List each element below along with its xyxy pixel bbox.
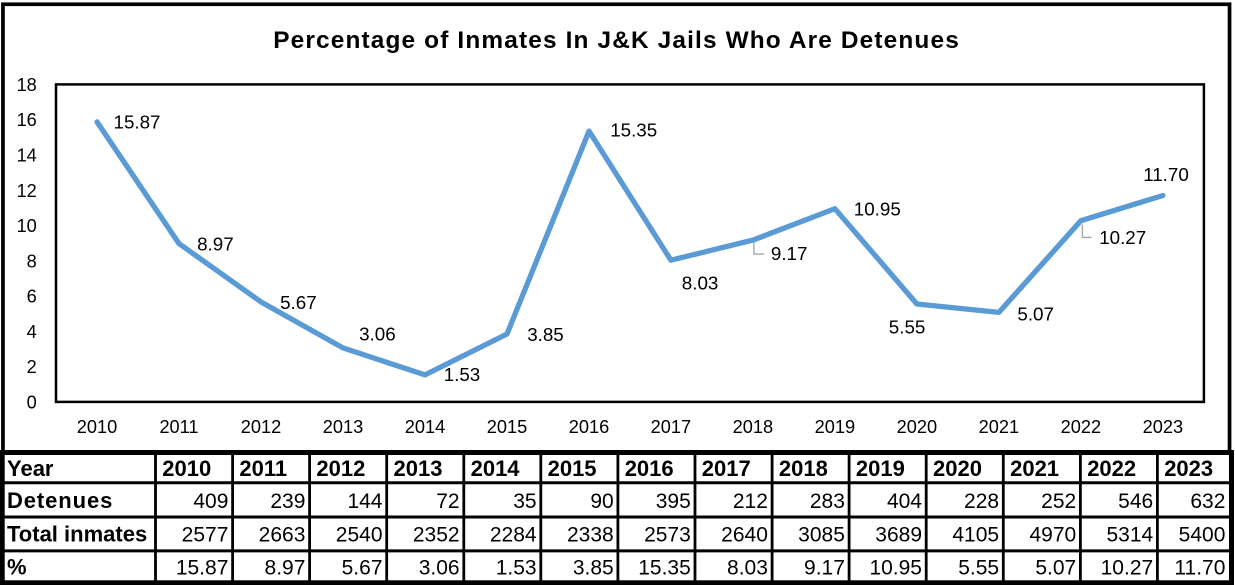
svg-text:228: 228 xyxy=(964,490,999,513)
svg-text:2019: 2019 xyxy=(815,417,855,437)
svg-text:395: 395 xyxy=(656,490,691,513)
svg-text:8.97: 8.97 xyxy=(197,234,234,255)
svg-text:2019: 2019 xyxy=(856,456,905,481)
svg-text:2663: 2663 xyxy=(259,523,306,546)
svg-text:2017: 2017 xyxy=(702,456,751,481)
svg-text:8.97: 8.97 xyxy=(265,556,306,579)
svg-text:3.85: 3.85 xyxy=(573,556,614,579)
svg-text:8.03: 8.03 xyxy=(682,272,719,293)
svg-text:16: 16 xyxy=(17,110,37,130)
svg-text:3.06: 3.06 xyxy=(359,324,396,345)
svg-text:2023: 2023 xyxy=(1143,417,1183,437)
svg-text:2011: 2011 xyxy=(239,456,287,481)
svg-text:2022: 2022 xyxy=(1087,456,1136,481)
svg-text:2016: 2016 xyxy=(625,456,674,481)
svg-text:2338: 2338 xyxy=(567,523,614,546)
svg-text:14: 14 xyxy=(17,146,37,166)
svg-text:10: 10 xyxy=(17,216,37,236)
svg-text:11.70: 11.70 xyxy=(1143,164,1189,185)
svg-text:Percentage of Inmates In J&K J: Percentage of Inmates In J&K Jails Who A… xyxy=(273,27,960,54)
svg-text:2540: 2540 xyxy=(336,523,383,546)
svg-text:15.35: 15.35 xyxy=(638,556,691,579)
svg-text:Detenues: Detenues xyxy=(7,488,113,513)
svg-text:6: 6 xyxy=(27,287,37,307)
svg-text:252: 252 xyxy=(1041,490,1076,513)
svg-text:2020: 2020 xyxy=(897,417,937,437)
svg-text:2014: 2014 xyxy=(471,456,521,481)
svg-text:2018: 2018 xyxy=(779,456,828,481)
svg-text:8.03: 8.03 xyxy=(727,556,768,579)
svg-text:2020: 2020 xyxy=(933,456,982,481)
svg-text:8: 8 xyxy=(27,251,37,271)
svg-text:283: 283 xyxy=(810,490,845,513)
svg-text:2017: 2017 xyxy=(651,417,691,437)
svg-text:212: 212 xyxy=(733,490,768,513)
svg-text:2: 2 xyxy=(27,357,37,377)
svg-text:9.17: 9.17 xyxy=(771,243,808,264)
svg-text:3.06: 3.06 xyxy=(419,556,460,579)
svg-text:5.55: 5.55 xyxy=(958,556,999,579)
svg-text:5.07: 5.07 xyxy=(1035,556,1076,579)
svg-text:2016: 2016 xyxy=(569,417,609,437)
svg-text:2012: 2012 xyxy=(316,456,365,481)
svg-text:2021: 2021 xyxy=(979,417,1019,437)
svg-text:239: 239 xyxy=(270,490,305,513)
svg-text:5.67: 5.67 xyxy=(280,292,317,313)
svg-text:2352: 2352 xyxy=(413,523,460,546)
svg-text:1.53: 1.53 xyxy=(444,364,481,385)
svg-text:12: 12 xyxy=(17,181,37,201)
svg-text:15.35: 15.35 xyxy=(610,120,657,141)
svg-text:2015: 2015 xyxy=(487,417,527,437)
svg-text:15.87: 15.87 xyxy=(114,112,161,133)
svg-text:90: 90 xyxy=(590,490,613,513)
svg-text:2014: 2014 xyxy=(405,417,445,437)
svg-text:404: 404 xyxy=(887,490,922,513)
svg-text:2010: 2010 xyxy=(162,456,211,481)
svg-text:4: 4 xyxy=(27,322,37,342)
svg-text:10.95: 10.95 xyxy=(869,556,922,579)
svg-text:10.27: 10.27 xyxy=(1099,227,1146,248)
svg-text:3.85: 3.85 xyxy=(527,324,564,345)
svg-text:35: 35 xyxy=(513,490,536,513)
svg-text:2011: 2011 xyxy=(159,417,198,437)
svg-text:10.95: 10.95 xyxy=(854,199,901,220)
svg-text:2010: 2010 xyxy=(77,417,117,437)
svg-text:2021: 2021 xyxy=(1010,456,1059,481)
svg-text:2015: 2015 xyxy=(548,456,597,481)
svg-text:2012: 2012 xyxy=(241,417,281,437)
svg-text:18: 18 xyxy=(17,75,37,95)
svg-text:Total inmates: Total inmates xyxy=(7,521,147,546)
svg-text:5.07: 5.07 xyxy=(1017,303,1054,324)
svg-text:144: 144 xyxy=(347,490,382,513)
svg-text:2022: 2022 xyxy=(1061,417,1101,437)
svg-text:0: 0 xyxy=(27,393,37,413)
svg-text:%: % xyxy=(7,554,27,579)
svg-text:9.17: 9.17 xyxy=(804,556,845,579)
svg-text:1.53: 1.53 xyxy=(496,556,537,579)
svg-text:72: 72 xyxy=(436,490,459,513)
svg-text:546: 546 xyxy=(1118,490,1153,513)
svg-text:Year: Year xyxy=(7,456,54,481)
svg-text:2013: 2013 xyxy=(394,456,443,481)
svg-text:10.27: 10.27 xyxy=(1101,556,1154,579)
svg-text:5400: 5400 xyxy=(1179,523,1226,546)
svg-text:5314: 5314 xyxy=(1106,523,1153,546)
svg-text:2023: 2023 xyxy=(1164,456,1213,481)
svg-text:2577: 2577 xyxy=(182,523,229,546)
svg-text:3689: 3689 xyxy=(875,523,922,546)
svg-text:2018: 2018 xyxy=(733,417,773,437)
svg-text:2640: 2640 xyxy=(721,523,768,546)
svg-text:2284: 2284 xyxy=(490,523,537,546)
svg-text:632: 632 xyxy=(1190,490,1225,513)
svg-text:4970: 4970 xyxy=(1029,523,1076,546)
svg-text:2013: 2013 xyxy=(323,417,363,437)
svg-text:11.70: 11.70 xyxy=(1174,556,1225,579)
svg-text:15.87: 15.87 xyxy=(176,556,229,579)
svg-text:2573: 2573 xyxy=(644,523,691,546)
svg-text:409: 409 xyxy=(193,490,228,513)
svg-text:5.67: 5.67 xyxy=(342,556,383,579)
svg-text:4105: 4105 xyxy=(952,523,999,546)
svg-text:5.55: 5.55 xyxy=(889,317,926,338)
svg-text:3085: 3085 xyxy=(798,523,845,546)
